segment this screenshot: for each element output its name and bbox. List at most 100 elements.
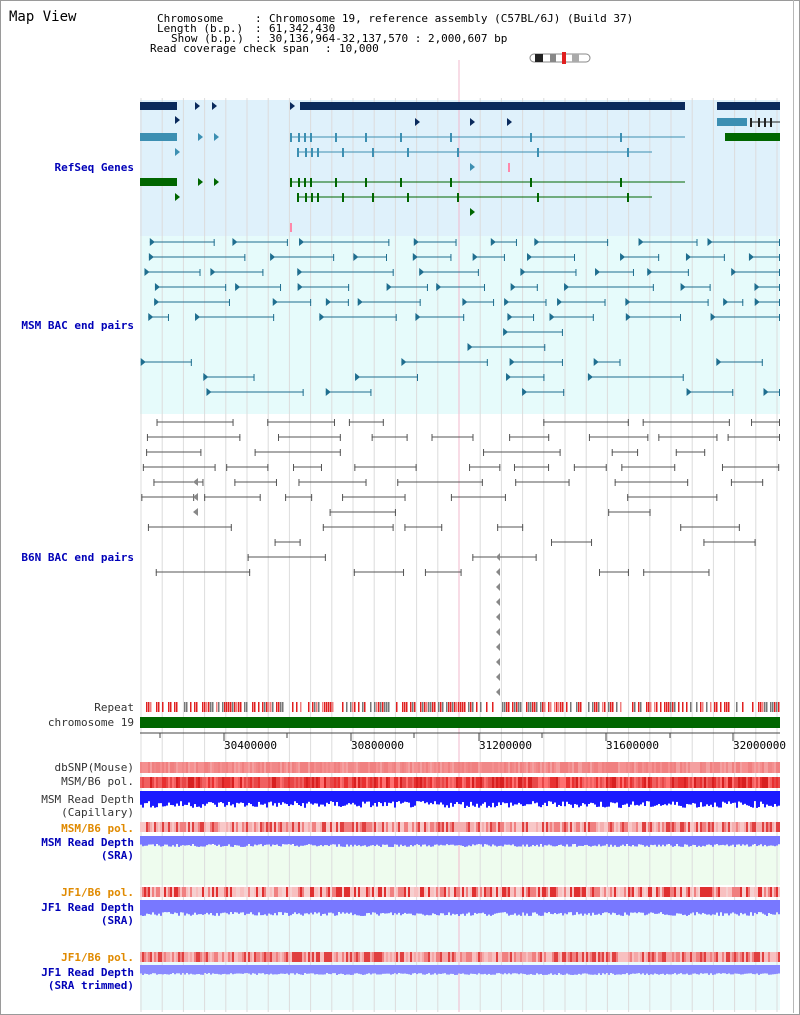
heat-cell (448, 762, 450, 773)
track-shape (588, 434, 590, 441)
track-shape (286, 239, 288, 246)
track-label-jf1-b6-pol: JF1/B6 pol. (61, 886, 134, 899)
heat-cell (164, 887, 166, 897)
depth-bar (642, 836, 644, 846)
repeat-mark (656, 702, 658, 712)
depth-bar (380, 965, 382, 975)
heat-cell (316, 822, 318, 832)
depth-bar (352, 791, 354, 803)
depth-bar (734, 900, 736, 914)
heat-cell (430, 822, 432, 832)
depth-bar (304, 965, 306, 974)
heat-cell (182, 887, 184, 897)
heat-cell (504, 777, 506, 788)
depth-bar (454, 965, 456, 975)
depth-bar (514, 791, 516, 805)
heat-cell (778, 952, 780, 962)
depth-bar (486, 965, 488, 975)
repeat-mark (194, 702, 196, 712)
heat-cell (414, 777, 416, 788)
track-shape (146, 449, 148, 456)
heat-cell (708, 822, 710, 832)
track-shape (142, 464, 144, 471)
depth-bar (336, 965, 338, 975)
depth-bar (242, 900, 244, 913)
depth-bar (174, 965, 176, 975)
depth-bar (594, 791, 596, 805)
track-shape (674, 464, 676, 471)
heat-cell (688, 952, 690, 962)
heat-cell (268, 887, 270, 897)
depth-bar (188, 791, 190, 803)
heat-cell (376, 887, 378, 897)
depth-bar (362, 836, 364, 846)
repeat-mark (196, 702, 198, 712)
track-shape (687, 269, 689, 276)
heat-cell (576, 777, 578, 788)
heat-cell (562, 762, 564, 773)
heat-cell (498, 952, 500, 962)
heat-cell (456, 952, 458, 962)
depth-bar (458, 965, 460, 974)
heat-cell (700, 777, 702, 788)
depth-bar (256, 965, 258, 975)
depth-bar (190, 900, 192, 916)
depth-bar (720, 836, 722, 846)
track-label-refseq[interactable]: RefSeq Genes (54, 161, 134, 174)
heat-cell (734, 887, 736, 897)
depth-bar (186, 836, 188, 846)
repeat-mark (666, 702, 668, 712)
heat-cell (550, 887, 552, 897)
heat-cell (772, 822, 774, 832)
heat-cell (676, 777, 678, 788)
depth-bar (294, 791, 296, 802)
depth-bar (476, 900, 478, 914)
depth-bar (324, 791, 326, 807)
depth-bar (510, 791, 512, 803)
depth-bar (438, 836, 440, 846)
heat-cell (368, 777, 370, 788)
depth-bar (408, 836, 410, 847)
heat-cell (198, 952, 200, 962)
heat-cell (684, 887, 686, 897)
depth-bar (154, 965, 156, 974)
heat-cell (234, 777, 236, 788)
depth-bar (552, 900, 554, 915)
depth-bar (296, 900, 298, 915)
depth-bar (596, 836, 598, 847)
heat-cell (600, 762, 602, 773)
track-label-msm-bac[interactable]: MSM BAC end pairs (21, 319, 134, 332)
heat-cell (384, 952, 386, 962)
heat-cell (426, 887, 428, 897)
axis-tick-label: 30400000 (224, 739, 277, 752)
track-shape (738, 524, 740, 531)
heat-cell (492, 822, 494, 832)
repeat-mark (222, 702, 224, 712)
heat-cell (490, 952, 492, 962)
depth-bar (636, 965, 638, 974)
track-label-b6n-bac[interactable]: B6N BAC end pairs (21, 551, 134, 564)
heat-cell (340, 777, 342, 788)
depth-bar (606, 791, 608, 807)
depth-bar (578, 900, 580, 915)
heat-cell (462, 777, 464, 788)
heat-cell (502, 887, 504, 897)
depth-bar (754, 791, 756, 802)
heat-cell (728, 777, 730, 788)
depth-bar (392, 965, 394, 975)
repeat-mark (556, 702, 558, 712)
heat-cell (246, 762, 248, 773)
heat-cell (256, 952, 258, 962)
track-label-msm-b6-pol: MSM/B6 pol. (61, 775, 134, 788)
heat-cell (268, 762, 270, 773)
depth-bar (360, 965, 362, 975)
heat-cell (366, 777, 368, 788)
heat-cell (200, 777, 202, 788)
heat-cell (166, 887, 168, 897)
depth-bar (684, 836, 686, 845)
track-shape (619, 359, 621, 366)
depth-bar (166, 791, 168, 806)
heat-cell (494, 952, 496, 962)
heat-cell (528, 822, 530, 832)
